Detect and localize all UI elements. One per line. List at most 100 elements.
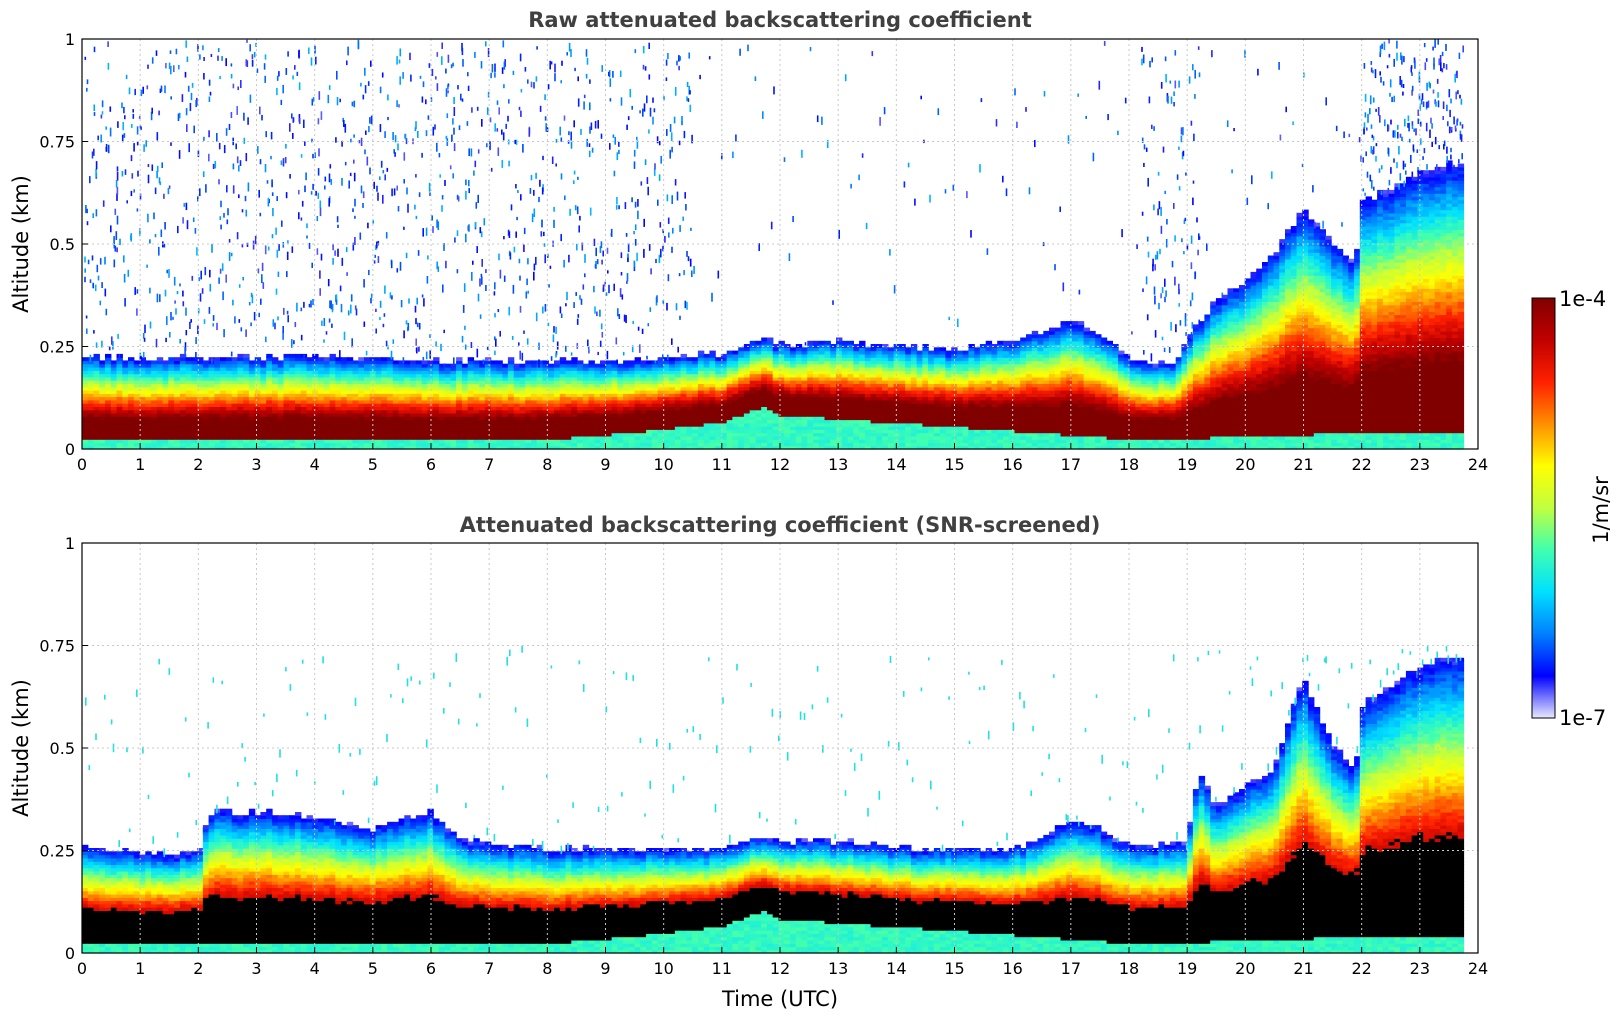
top-noise-speckle: [535, 172, 537, 179]
top-heatmap-cell: [697, 432, 705, 437]
top-heatmap-cell: [542, 406, 549, 411]
top-heatmap-cell: [93, 353, 100, 358]
top-heatmap-cell: [784, 396, 791, 401]
top-heatmap-cell: [830, 439, 837, 444]
top-heatmap-cell: [277, 380, 285, 384]
top-heatmap-cell: [818, 357, 826, 362]
top-heatmap-cell: [623, 396, 630, 401]
top-noise-speckle: [667, 274, 670, 282]
top-heatmap-cell: [381, 426, 388, 430]
top-heatmap-cell: [225, 419, 233, 424]
top-noise-speckle: [264, 54, 267, 60]
top-heatmap-cell: [847, 396, 854, 401]
top-heatmap-cell: [502, 412, 509, 417]
top-noise-speckle: [533, 208, 536, 218]
top-heatmap-cell: [260, 406, 267, 411]
top-heatmap-cell: [99, 399, 106, 404]
top-heatmap-cell: [404, 429, 411, 434]
top-heatmap-cell: [496, 386, 503, 391]
top-heatmap-cell: [479, 390, 486, 394]
top-heatmap-cell: [738, 429, 745, 434]
top-heatmap-cell: [93, 363, 100, 368]
top-heatmap-cell: [421, 360, 428, 365]
top-noise-speckle: [208, 307, 211, 314]
top-noise-speckle: [658, 254, 661, 264]
top-heatmap-cell: [479, 396, 486, 401]
top-heatmap-cell: [588, 406, 595, 411]
top-heatmap-cell: [548, 380, 555, 384]
top-noise-speckle: [618, 314, 621, 319]
top-heatmap-cell: [116, 360, 123, 365]
top-heatmap-cell: [726, 409, 734, 414]
top-heatmap-cell: [461, 445, 469, 450]
top-noise-speckle: [355, 308, 358, 316]
top-heatmap-cell: [559, 380, 567, 384]
top-heatmap-cell: [830, 432, 837, 437]
top-heatmap-cell: [168, 416, 175, 421]
top-noise-speckle: [404, 133, 407, 140]
top-heatmap-cell: [128, 386, 135, 391]
top-heatmap-cell: [237, 383, 244, 388]
top-heatmap-cell: [208, 442, 215, 447]
top-heatmap-cell: [191, 406, 198, 411]
top-heatmap-cell: [600, 406, 607, 411]
top-heatmap-cell: [260, 386, 267, 391]
top-heatmap-cell: [582, 416, 590, 421]
top-noise-speckle: [468, 148, 470, 156]
top-noise-speckle: [606, 247, 609, 254]
top-heatmap-cell: [536, 435, 544, 440]
top-heatmap-cell: [254, 429, 262, 434]
top-heatmap-cell: [594, 419, 601, 424]
top-heatmap-cell: [513, 390, 521, 394]
top-heatmap-cell: [565, 390, 572, 394]
top-heatmap-cell: [404, 412, 411, 417]
top-heatmap-cell: [312, 412, 319, 417]
top-noise-speckle: [147, 64, 149, 69]
top-heatmap-cell: [767, 367, 774, 371]
top-heatmap-cell: [830, 357, 837, 362]
top-heatmap-cell: [536, 360, 544, 365]
top-noise-speckle: [176, 291, 179, 295]
top-heatmap-cell: [329, 412, 336, 417]
top-heatmap-cell: [197, 442, 204, 447]
top-noise-speckle: [373, 260, 376, 264]
top-heatmap-cell: [329, 353, 336, 358]
top-heatmap-cell: [646, 422, 653, 427]
top-noise-speckle: [747, 44, 749, 52]
top-heatmap-cell: [254, 445, 262, 450]
top-heatmap-cell: [513, 399, 521, 404]
top-heatmap-cell: [139, 357, 146, 362]
top-heatmap-cell: [559, 390, 567, 394]
top-heatmap-cell: [318, 435, 325, 440]
top-noise-speckle: [481, 276, 483, 285]
top-heatmap-cell: [323, 370, 331, 375]
top-heatmap-cell: [732, 383, 739, 388]
top-heatmap-cell: [456, 363, 463, 368]
top-heatmap-cell: [82, 409, 89, 414]
top-heatmap-cell: [726, 445, 734, 450]
top-heatmap-cell: [329, 390, 336, 394]
top-noise-speckle: [443, 363, 446, 370]
top-heatmap-cell: [709, 393, 716, 398]
top-heatmap-cell: [582, 373, 590, 378]
top-heatmap-cell: [761, 432, 768, 437]
top-heatmap-cell: [461, 370, 469, 375]
top-heatmap-cell: [456, 422, 463, 427]
top-heatmap-cell: [761, 367, 768, 371]
top-noise-speckle: [113, 259, 116, 268]
top-heatmap-cell: [605, 409, 613, 414]
top-heatmap-cell: [720, 442, 728, 447]
top-heatmap-cell: [617, 373, 624, 378]
top-heatmap-cell: [237, 373, 244, 378]
top-heatmap-cell: [588, 422, 595, 427]
top-heatmap-cell: [231, 406, 239, 411]
top-heatmap-cell: [398, 439, 405, 444]
top-heatmap-cell: [726, 429, 734, 434]
top-noise-speckle: [195, 99, 197, 108]
top-noise-speckle: [416, 322, 419, 328]
top-heatmap-cell: [743, 419, 751, 424]
top-heatmap-cell: [623, 367, 630, 371]
top-heatmap-cell: [99, 386, 106, 391]
top-heatmap-cell: [341, 386, 348, 391]
top-heatmap-cell: [813, 360, 820, 365]
